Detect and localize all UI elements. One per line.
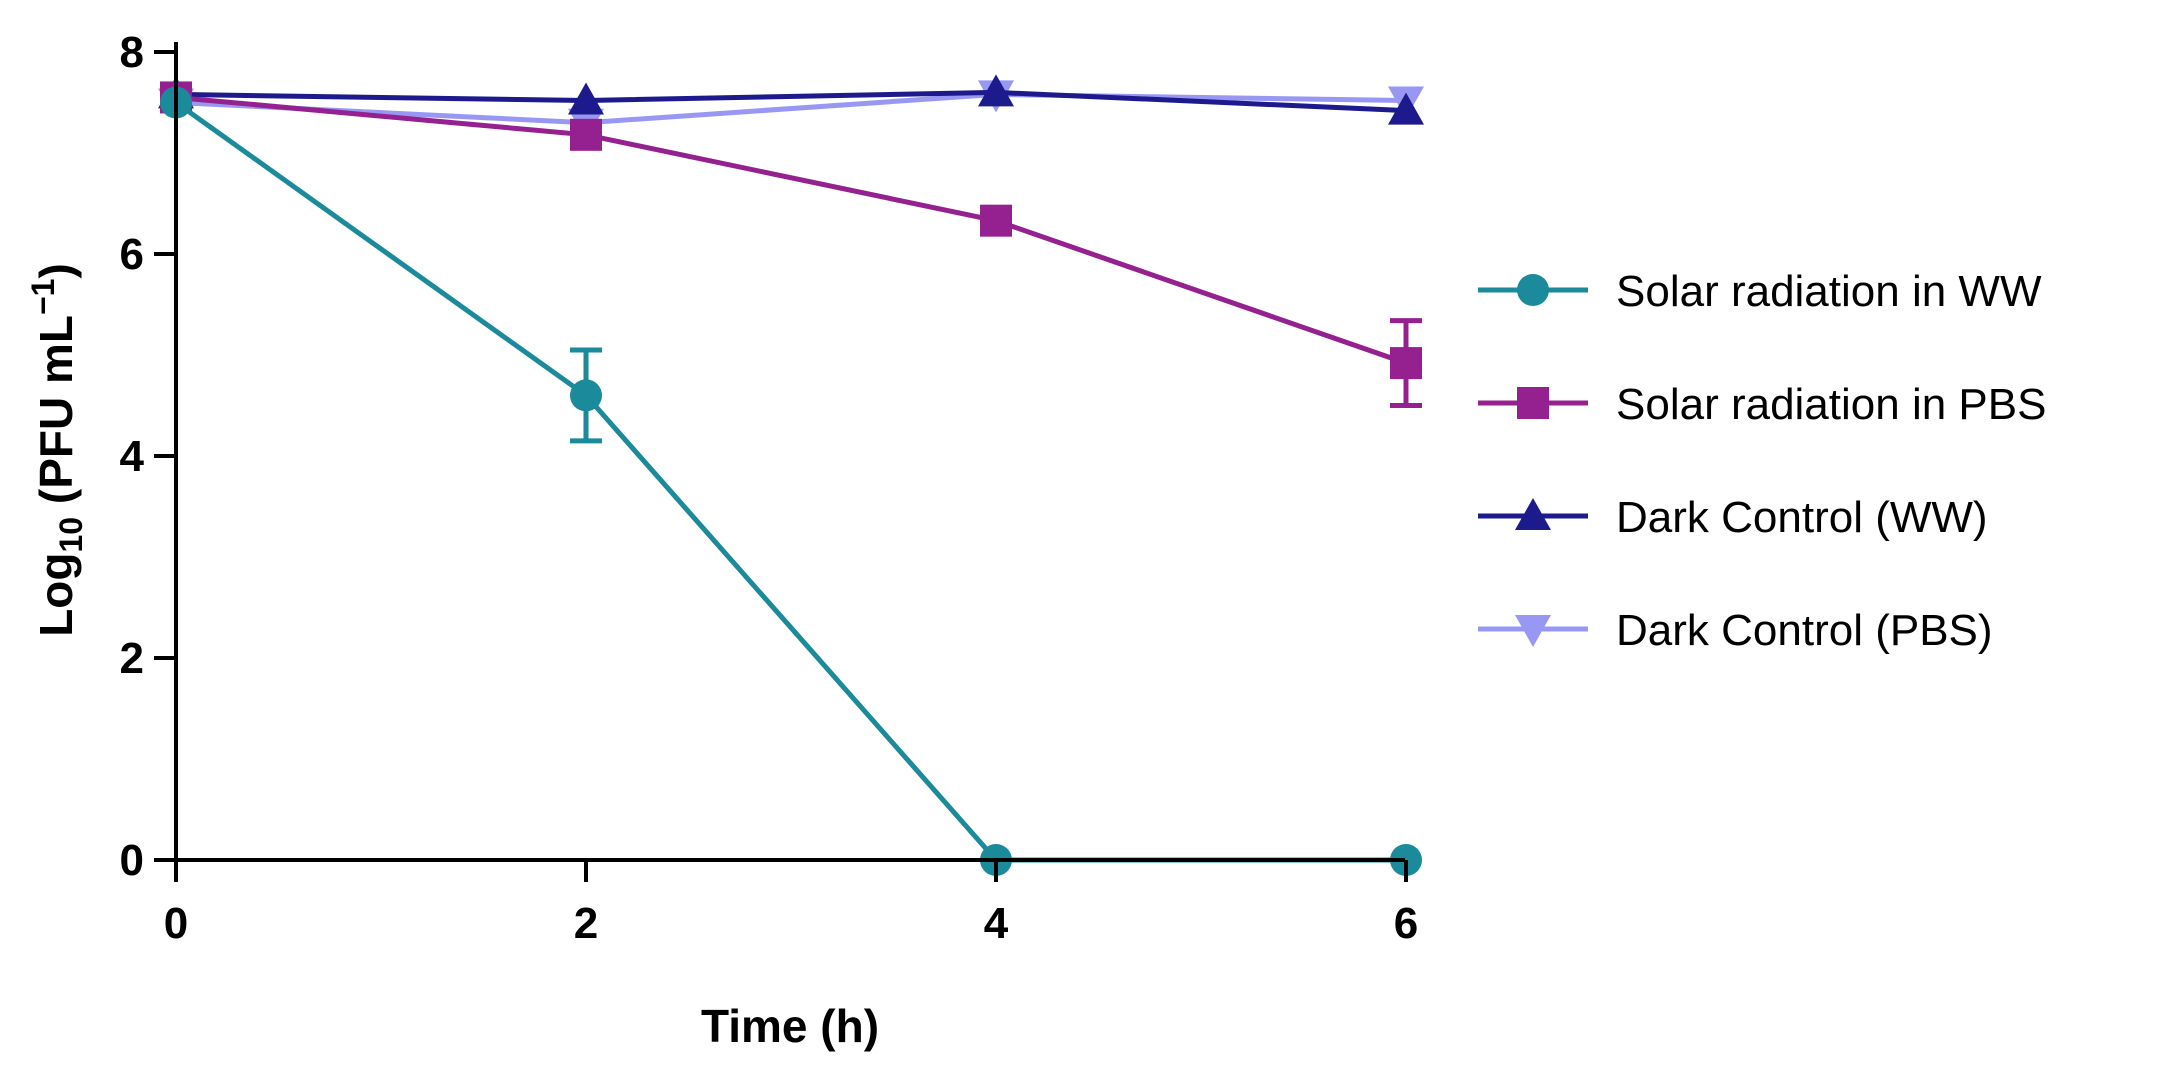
data-point	[1390, 347, 1422, 380]
y-axis-title-unit: (PFU mL	[30, 315, 82, 517]
legend-marker	[1517, 387, 1549, 419]
legend-marker	[1515, 498, 1551, 530]
data-point	[978, 74, 1014, 107]
legend-entry: Solar radiation in PBS	[1478, 380, 2046, 429]
series-line	[175, 89, 1407, 114]
y-ticks: 0 2 4 6 8	[120, 28, 176, 885]
y-tick-label: 6	[120, 230, 144, 279]
series-group	[158, 80, 1424, 141]
y-tick-label: 0	[120, 836, 144, 885]
data-point	[568, 82, 604, 115]
y-axis-title-superscript: −1	[25, 279, 61, 315]
x-axis-title: Time (h)	[701, 1000, 879, 1052]
data-point	[1388, 92, 1424, 125]
x-ticks: 0 2 4 6	[164, 860, 1418, 948]
series-group	[160, 86, 1422, 876]
legend-label: Dark Control (WW)	[1616, 493, 1988, 542]
legend-label: Solar radiation in PBS	[1616, 380, 2046, 429]
x-tick-label: 2	[574, 899, 598, 948]
legend-label: Solar radiation in WW	[1616, 267, 2042, 316]
data-point	[980, 204, 1012, 237]
x-tick-label: 0	[164, 899, 188, 948]
y-tick-label: 8	[120, 28, 144, 77]
y-axis-title-base: Log	[30, 553, 82, 637]
legend-label: Dark Control (PBS)	[1616, 606, 1993, 655]
y-axis-title-subscript: 10	[53, 517, 89, 553]
y-tick-label: 2	[120, 634, 144, 683]
legend-marker	[1515, 615, 1551, 647]
legend-marker	[1517, 274, 1549, 306]
axes	[174, 42, 1405, 862]
legend-entry: Dark Control (WW)	[1478, 493, 1988, 542]
y-axis-title: Log10 (PFU mL−1)	[25, 263, 89, 637]
legend: Solar radiation in WW Solar radiation in …	[1478, 267, 2046, 655]
plot-area	[158, 74, 1424, 876]
x-tick-label: 6	[1394, 899, 1418, 948]
legend-entry: Dark Control (PBS)	[1478, 606, 1993, 655]
series-group	[160, 81, 1422, 408]
data-point	[570, 118, 602, 151]
series-line	[174, 100, 1406, 863]
y-axis-title-end: )	[30, 263, 82, 278]
legend-entry: Solar radiation in WW	[1478, 267, 2042, 316]
series-line	[175, 94, 1407, 366]
series-line	[175, 91, 1407, 126]
data-point	[570, 379, 602, 412]
y-tick-label: 4	[120, 432, 145, 481]
x-tick-label: 4	[984, 899, 1009, 948]
